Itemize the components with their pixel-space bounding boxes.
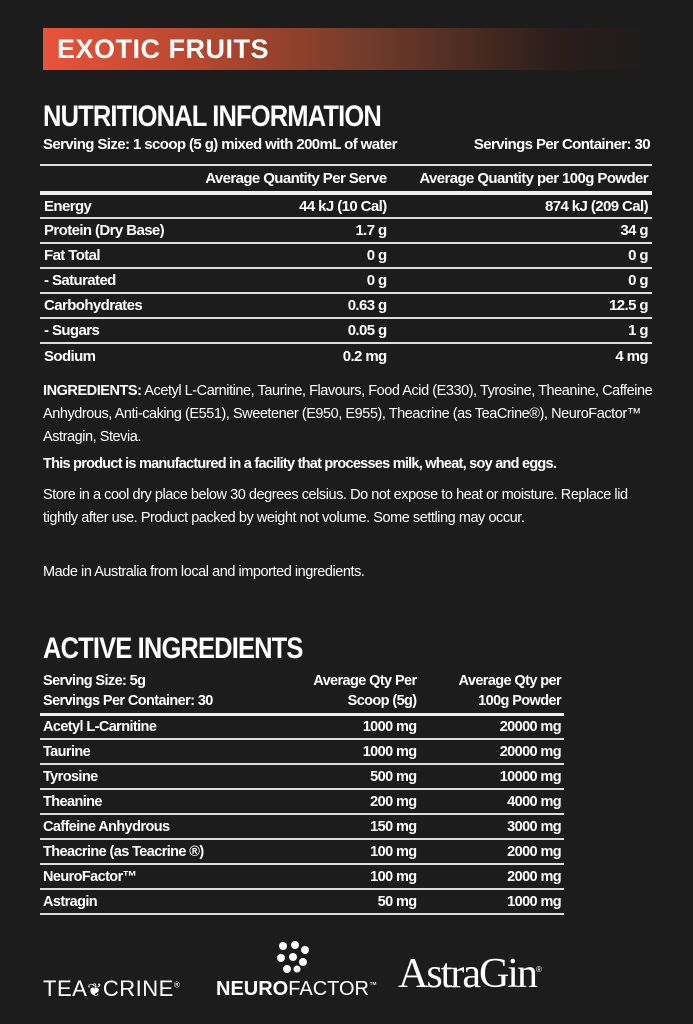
table-value: 0 g	[390, 268, 652, 294]
table-value: 1 g	[390, 318, 652, 344]
table-value: 34 g	[390, 218, 652, 244]
table-value: 0.63 g	[181, 293, 391, 319]
active-servings-per-container: Servings Per Container: 30	[43, 693, 213, 710]
col-header	[40, 164, 182, 195]
table-row: Tyrosine 500 mg 10000 mg	[40, 764, 564, 790]
table-row: Energy 44 kJ (10 Cal) 874 kJ (209 Cal)	[40, 193, 652, 219]
origin-statement: Made in Australia from local and importe…	[43, 564, 365, 580]
table-value: 44 kJ (10 Cal)	[181, 193, 391, 219]
flavour-banner: EXOTIC FRUITS	[43, 28, 650, 70]
table-value: 100 mg	[274, 864, 420, 890]
table-label: Astragin	[40, 889, 274, 915]
table-row: Theanine 200 mg 4000 mg	[40, 789, 564, 815]
table-value: 2000 mg	[419, 864, 564, 890]
table-value: 1000 mg	[274, 714, 420, 740]
table-value: 3000 mg	[419, 814, 564, 840]
col-header: Scoop (5g)	[347, 693, 418, 710]
table-label: Caffeine Anhydrous	[40, 814, 274, 840]
nutrition-table: Average Quantity Per Serve Average Quanti…	[40, 164, 652, 368]
table-value: 4 mg	[615, 347, 648, 365]
table-value: 10000 mg	[419, 764, 564, 790]
ingredients-text: INGREDIENTS: Acetyl L-Carnitine, Taurine…	[43, 380, 658, 449]
table-row: Sodium 0.2 mg 4 mg	[40, 343, 652, 368]
table-row: Acetyl L-Carnitine 1000 mg 20000 mg	[40, 714, 564, 740]
brand-logos: TEA❦CRINE® NEUROFACTOR™ AstraGin®	[0, 940, 693, 1010]
table-row: Caffeine Anhydrous 150 mg 3000 mg	[40, 814, 564, 840]
table-value: 200 mg	[274, 789, 420, 815]
table-value: 0 g	[390, 243, 652, 269]
serving-size: Serving Size: 1 scoop (5 g) mixed with 2…	[43, 136, 397, 153]
table-value: 500 mg	[274, 764, 420, 790]
table-value: 0.2 mg	[342, 347, 388, 365]
table-row: Carbohydrates 0.63 g 12.5 g	[40, 293, 652, 319]
active-ingredients-table: Serving Size: 5g Servings Per Container: …	[40, 670, 564, 915]
table-value: 20000 mg	[419, 739, 564, 765]
allergen-statement: This product is manufactured in a facili…	[43, 456, 557, 472]
table-value: 0.05 g	[181, 318, 391, 344]
table-row: Astragin 50 mg 1000 mg	[40, 889, 564, 915]
table-value: 150 mg	[274, 814, 420, 840]
table-label: Taurine	[40, 739, 274, 765]
table-value: 0 g	[181, 243, 391, 269]
ingredients-list: Acetyl L-Carnitine, Taurine, Flavours, F…	[43, 383, 653, 445]
table-value: 4000 mg	[419, 789, 564, 815]
servings-per-container: Servings Per Container: 30	[473, 136, 651, 153]
table-header: Average Quantity Per Serve Average Quanti…	[40, 164, 652, 195]
table-value: 2000 mg	[419, 839, 564, 865]
col-header: Average Quantity Per Serve	[181, 164, 391, 195]
table-row: Theacrine (as Teacrine ®) 100 mg 2000 mg	[40, 839, 564, 865]
active-serving-size: Serving Size: 5g	[43, 673, 146, 690]
table-label: NeuroFactor™	[40, 864, 274, 890]
storage-instructions: Store in a cool dry place below 30 degre…	[43, 487, 628, 526]
table-label: Energy	[40, 193, 182, 219]
table-label: Carbohydrates	[40, 293, 182, 319]
nutrition-title: NUTRITIONAL INFORMATION	[43, 100, 382, 133]
table-value: 20000 mg	[419, 714, 564, 740]
table-label: Tyrosine	[40, 764, 274, 790]
table-row: Taurine 1000 mg 20000 mg	[40, 739, 564, 765]
col-header: Average Qty per	[458, 673, 562, 690]
col-header: Average Quantity per 100g Powder	[390, 164, 652, 195]
neurofactor-logo: NEUROFACTOR™	[216, 978, 377, 1000]
teacrine-logo: TEA❦CRINE®	[43, 976, 181, 1001]
nutrition-serving-info: Serving Size: 1 scoop (5 g) mixed with 2…	[43, 136, 651, 153]
table-label: Fat Total	[40, 243, 182, 269]
table-label: - Sugars	[40, 318, 182, 344]
neurofactor-molecule-icon	[277, 941, 309, 973]
table-value: 1000 mg	[419, 889, 564, 915]
table-label: Protein (Dry Base)	[40, 218, 182, 244]
table-label: Theanine	[40, 789, 274, 815]
table-row: NeuroFactor™ 100 mg 2000 mg	[40, 864, 564, 890]
ingredients-label: INGREDIENTS:	[43, 383, 142, 399]
table-value: 1.7 g	[181, 218, 391, 244]
table-value: 1000 mg	[274, 739, 420, 765]
table-label: - Saturated	[40, 268, 182, 294]
flavour-name: EXOTIC FRUITS	[57, 34, 270, 64]
table-label: Sodium	[44, 347, 96, 365]
table-value: 12.5 g	[390, 293, 652, 319]
table-value: 0 g	[181, 268, 391, 294]
table-label: Theacrine (as Teacrine ®)	[40, 839, 274, 865]
table-label: Acetyl L-Carnitine	[40, 714, 274, 740]
astragin-logo: AstraGin®	[398, 951, 542, 997]
table-value: 874 kJ (209 Cal)	[390, 193, 652, 219]
active-title: ACTIVE INGREDIENTS	[43, 632, 303, 665]
table-value: 50 mg	[274, 889, 420, 915]
table-row: Protein (Dry Base) 1.7 g 34 g	[40, 218, 652, 244]
table-value: 100 mg	[274, 839, 420, 865]
table-header: Serving Size: 5g Servings Per Container: …	[40, 670, 564, 716]
col-header: Average Qty Per	[313, 673, 417, 690]
col-header: 100g Powder	[478, 693, 561, 710]
